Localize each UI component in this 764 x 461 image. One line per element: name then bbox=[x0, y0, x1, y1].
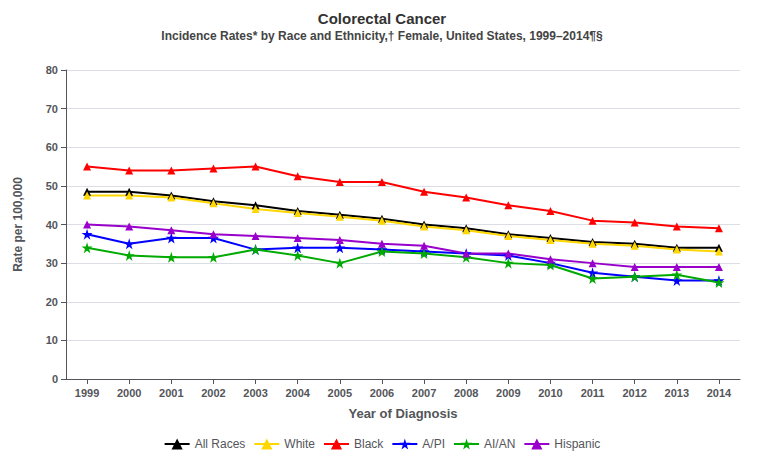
svg-text:Hispanic: Hispanic bbox=[554, 437, 600, 451]
svg-text:2007: 2007 bbox=[412, 387, 436, 399]
svg-text:2005: 2005 bbox=[328, 387, 352, 399]
svg-text:Black: Black bbox=[354, 437, 384, 451]
svg-text:2002: 2002 bbox=[201, 387, 225, 399]
svg-text:20: 20 bbox=[46, 296, 58, 308]
svg-text:2014: 2014 bbox=[707, 387, 732, 399]
svg-text:0: 0 bbox=[52, 373, 58, 385]
svg-text:2004: 2004 bbox=[285, 387, 310, 399]
svg-text:2003: 2003 bbox=[243, 387, 267, 399]
svg-text:40: 40 bbox=[46, 219, 58, 231]
svg-text:10: 10 bbox=[46, 334, 58, 346]
svg-text:2000: 2000 bbox=[117, 387, 141, 399]
svg-text:A/PI: A/PI bbox=[422, 437, 445, 451]
svg-text:80: 80 bbox=[46, 64, 58, 76]
svg-text:30: 30 bbox=[46, 257, 58, 269]
svg-text:AI/AN: AI/AN bbox=[484, 437, 515, 451]
svg-text:60: 60 bbox=[46, 141, 58, 153]
svg-text:2011: 2011 bbox=[581, 387, 605, 399]
svg-text:70: 70 bbox=[46, 103, 58, 115]
svg-text:Rate per 100,000: Rate per 100,000 bbox=[11, 177, 25, 272]
svg-text:Colorectal Cancer: Colorectal Cancer bbox=[318, 10, 447, 27]
svg-text:1999: 1999 bbox=[75, 387, 99, 399]
svg-text:2001: 2001 bbox=[159, 387, 183, 399]
svg-text:50: 50 bbox=[46, 180, 58, 192]
svg-text:White: White bbox=[284, 437, 315, 451]
svg-text:Year of Diagnosis: Year of Diagnosis bbox=[348, 406, 457, 421]
svg-text:2008: 2008 bbox=[454, 387, 478, 399]
svg-text:2009: 2009 bbox=[496, 387, 520, 399]
svg-text:All Races: All Races bbox=[195, 437, 246, 451]
svg-text:2010: 2010 bbox=[538, 387, 562, 399]
svg-text:2012: 2012 bbox=[622, 387, 646, 399]
svg-text:Incidence Rates* by Race and E: Incidence Rates* by Race and Ethnicity,†… bbox=[161, 29, 603, 43]
svg-text:2013: 2013 bbox=[665, 387, 689, 399]
svg-text:2006: 2006 bbox=[370, 387, 394, 399]
